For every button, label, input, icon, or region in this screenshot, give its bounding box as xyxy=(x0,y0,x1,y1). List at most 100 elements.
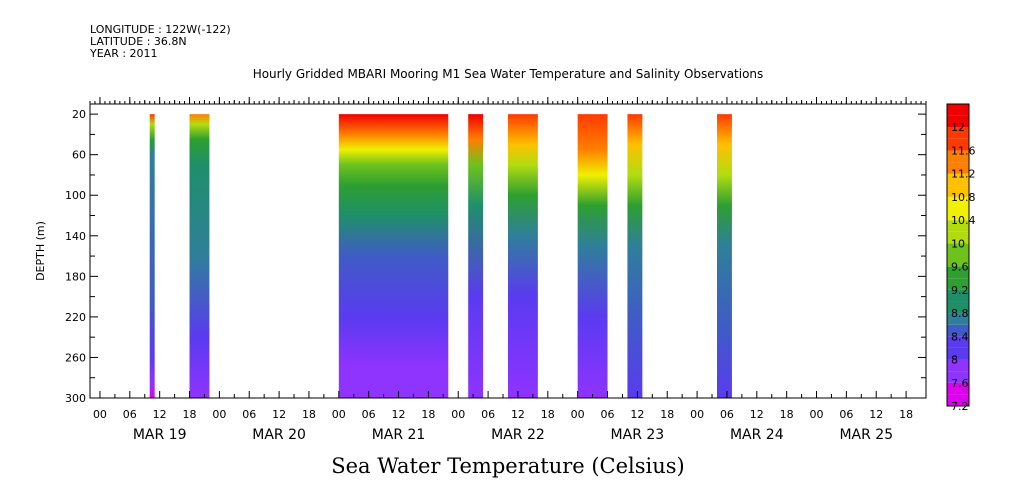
y-tick-label: 220 xyxy=(65,311,86,324)
temperature-segment xyxy=(577,114,608,398)
x-tick-label: 00 xyxy=(690,408,704,421)
colorbar-swatch xyxy=(947,347,969,360)
colorbar-swatch xyxy=(947,138,969,151)
x-tick-label: 18 xyxy=(421,408,435,421)
colorbar-swatch xyxy=(947,162,969,174)
x-tick-label: 18 xyxy=(302,408,316,421)
colorbar-label: 8.8 xyxy=(951,307,969,320)
colorbar-swatch xyxy=(947,324,969,337)
colorbar-label: 10.4 xyxy=(951,214,976,227)
data-segments xyxy=(149,114,732,398)
colorbar-label: 8.4 xyxy=(951,330,969,343)
colorbar-swatch xyxy=(947,266,969,279)
colorbar-frame xyxy=(946,103,970,407)
temperature-segment xyxy=(508,114,538,398)
x-tick-label: 12 xyxy=(272,408,286,421)
date-label: MAR 21 xyxy=(372,427,426,443)
colorbar-swatch xyxy=(947,255,969,267)
colorbar-swatch xyxy=(947,371,969,383)
colorbar-swatch xyxy=(947,359,969,372)
colorbar: 12 11.6 11.2 10.8 10.4 10 9.6 9.2 8.8 8.4 8 7.6 7.2 xyxy=(946,103,976,413)
colorbar-swatch xyxy=(947,394,969,406)
colorbar-swatch xyxy=(947,220,969,232)
colorbar-swatch xyxy=(947,127,969,139)
x-tick-label: 00 xyxy=(571,408,585,421)
y-tick-label: 260 xyxy=(65,351,86,364)
x-tick-label: 06 xyxy=(123,408,137,421)
y-tick-label: 180 xyxy=(65,270,86,283)
temperature-segment xyxy=(149,114,155,398)
x-tick-label: 12 xyxy=(869,408,883,421)
date-label: MAR 19 xyxy=(133,427,187,443)
x-tick-label: 18 xyxy=(660,408,674,421)
colorbar-swatch xyxy=(947,150,969,163)
chart-title: Hourly Gridded MBARI Mooring M1 Sea Wate… xyxy=(252,67,764,81)
colorbar-swatch xyxy=(947,196,969,209)
y-tick-label: 60 xyxy=(72,149,86,162)
x-tick-label: 00 xyxy=(810,408,824,421)
x-axis-label: Sea Water Temperature (Celsius) xyxy=(331,454,685,478)
colorbar-swatch xyxy=(947,243,969,255)
temperature-segment xyxy=(189,114,210,398)
temperature-segment xyxy=(338,114,449,398)
y-tick-label: 300 xyxy=(65,392,86,405)
colorbar-swatch xyxy=(947,231,969,244)
colorbar-label: 9.2 xyxy=(951,284,969,297)
x-tick-label: 06 xyxy=(720,408,734,421)
year-label: YEAR : 2011 xyxy=(90,47,158,60)
x-tick-label: 18 xyxy=(541,408,555,421)
temperature-segment xyxy=(468,114,484,398)
temperature-segment xyxy=(717,114,732,398)
x-tick-label: 00 xyxy=(332,408,346,421)
x-tick-label: 12 xyxy=(511,408,525,421)
x-tick-label: 00 xyxy=(451,408,465,421)
x-tick-label: 18 xyxy=(183,408,197,421)
x-tick-label: 06 xyxy=(481,408,495,421)
colorbar-label: 10 xyxy=(951,237,965,250)
colorbar-swatch xyxy=(947,336,969,348)
colorbar-swatch xyxy=(947,173,969,186)
date-label: MAR 25 xyxy=(839,427,893,443)
colorbar-swatch xyxy=(947,278,969,290)
x-tick-label: 06 xyxy=(242,408,256,421)
date-label: MAR 20 xyxy=(252,427,306,443)
x-tick-label: 00 xyxy=(93,408,107,421)
x-tick-label: 12 xyxy=(630,408,644,421)
colorbar-label: 11.2 xyxy=(951,168,976,181)
x-tick-label: 00 xyxy=(212,408,226,421)
colorbar-swatch xyxy=(947,313,969,325)
longitude-label: LONGITUDE : 122W(-122) xyxy=(90,23,231,36)
date-label: MAR 23 xyxy=(611,427,665,443)
colorbar-label: 10.8 xyxy=(951,191,976,204)
date-label: MAR 22 xyxy=(491,427,545,443)
x-tick-label: 06 xyxy=(601,408,615,421)
colorbar-label: 7.2 xyxy=(951,400,969,413)
colorbar-swatch xyxy=(947,289,969,302)
colorbar-label: 9.6 xyxy=(951,261,969,274)
colorbar-swatch xyxy=(947,185,969,197)
colorbar-swatch xyxy=(947,301,969,314)
y-axis-label: DEPTH (m) xyxy=(34,221,47,281)
temperature-segment xyxy=(627,114,643,398)
y-tick-label: 100 xyxy=(65,189,86,202)
y-tick-label: 140 xyxy=(65,230,86,243)
x-tick-label: 12 xyxy=(392,408,406,421)
x-tick-label: 06 xyxy=(362,408,376,421)
colorbar-label: 11.6 xyxy=(951,144,976,157)
colorbar-swatch xyxy=(947,115,969,128)
colorbar-label: 12 xyxy=(951,121,965,134)
colorbar-label: 7.6 xyxy=(951,377,969,390)
y-tick-label: 20 xyxy=(72,108,86,121)
x-tick-label: 12 xyxy=(750,408,764,421)
date-label: MAR 24 xyxy=(730,427,784,443)
x-tick-label: 18 xyxy=(899,408,913,421)
colorbar-label: 8 xyxy=(951,354,958,367)
x-tick-label: 06 xyxy=(839,408,853,421)
axes: 00 06 12 18 00 06 12 18 00 06 12 18 00 06 12 18 00 06 12 18… xyxy=(65,97,927,443)
colorbar-swatch xyxy=(947,382,969,395)
latitude-label: LATITUDE : 36.8N xyxy=(90,35,187,48)
colorbar-swatch xyxy=(947,208,969,221)
x-tick-label: 12 xyxy=(153,408,167,421)
colorbar-swatch xyxy=(947,104,969,116)
